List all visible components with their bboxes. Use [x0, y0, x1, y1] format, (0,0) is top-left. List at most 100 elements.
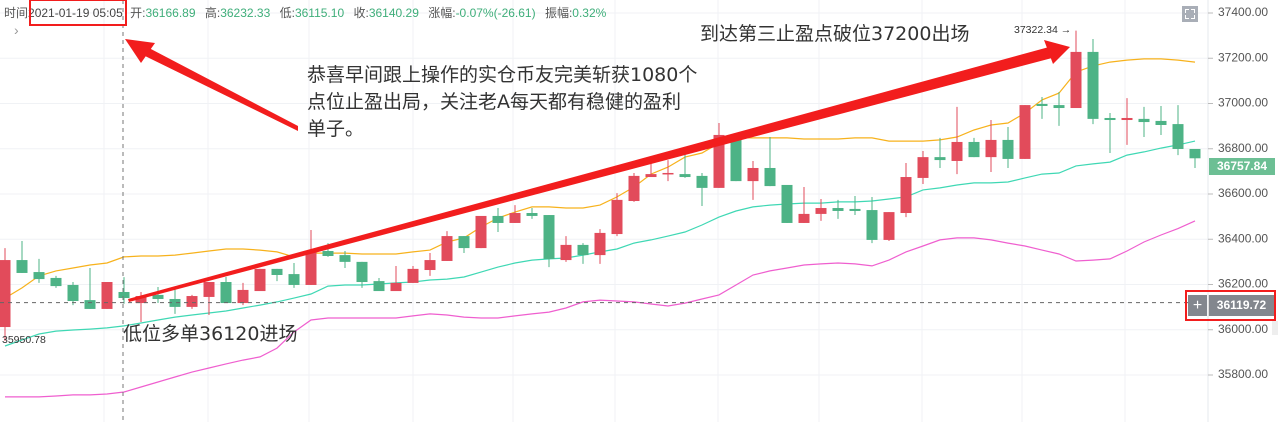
candle: [866, 196, 878, 244]
candle: [305, 229, 317, 285]
candle-body: [407, 268, 419, 283]
candle: [220, 277, 232, 304]
candle: [458, 236, 470, 254]
candle-body: [985, 139, 997, 158]
candle: [254, 268, 266, 292]
candle: [1121, 98, 1133, 145]
candle-body: [696, 175, 708, 188]
candle-body: [152, 294, 164, 299]
candle: [1019, 105, 1031, 159]
candle: [339, 251, 351, 268]
candle: [696, 172, 708, 206]
candle: [1053, 91, 1065, 126]
candle-body: [186, 296, 198, 307]
candle: [951, 106, 963, 175]
candle-body: [798, 213, 810, 223]
annotation-line: 单子。: [307, 118, 365, 140]
ohlc-header: 时间2021-01-19 05:05 开:36166.89 高:36232.33…: [4, 4, 612, 21]
candle-body: [951, 141, 963, 161]
candle-body: [458, 236, 470, 249]
candle-body: [1138, 118, 1150, 123]
candle-body: [16, 260, 28, 273]
candle: [475, 215, 487, 249]
open-value: 36166.89: [145, 6, 196, 20]
candle: [1138, 106, 1150, 137]
candle-body: [645, 174, 657, 178]
candle-body: [713, 134, 725, 188]
candle-body: [1189, 148, 1201, 159]
candle: [917, 151, 929, 185]
candle-body: [271, 268, 283, 275]
candle-body: [747, 167, 759, 182]
candle-body: [849, 208, 861, 211]
candle: [968, 137, 980, 158]
candle: [509, 205, 521, 223]
candle: [288, 263, 300, 288]
candle: [934, 137, 946, 168]
candles: [0, 30, 1201, 341]
candle-body: [543, 215, 555, 259]
candle: [492, 208, 504, 233]
candle-body: [475, 215, 487, 249]
high-label: 高:: [204, 6, 221, 20]
high-marker: 37322.34 →: [1014, 24, 1072, 36]
candle: [152, 286, 164, 304]
y-tick-label: 36200.00: [1218, 277, 1268, 291]
candle-body: [492, 215, 504, 223]
last-price-tag: 36757.84: [1209, 158, 1275, 175]
lower-band-line: [5, 220, 1196, 398]
candle: [237, 282, 249, 306]
candle: [373, 277, 385, 292]
y-tick-label: 37000.00: [1218, 96, 1268, 110]
candle-body: [866, 210, 878, 240]
candle-body: [203, 282, 215, 297]
candle-body: [373, 281, 385, 292]
time-value: 2021-01-19 05:05: [28, 6, 123, 20]
candle-body: [1002, 139, 1014, 159]
candle: [1070, 30, 1082, 109]
candle-body: [84, 300, 96, 309]
crosshair-price-tag: 36119.72: [1208, 295, 1274, 316]
candle-body: [0, 260, 11, 328]
candle: [16, 241, 28, 273]
candle: [67, 282, 79, 306]
candle-body: [560, 244, 572, 261]
candle-body: [628, 175, 640, 202]
candle: [764, 136, 776, 187]
y-tick-label: 37400.00: [1218, 5, 1268, 19]
candle: [815, 198, 827, 221]
low-value: 36115.10: [294, 6, 345, 20]
scrollbar[interactable]: [1272, 321, 1278, 335]
change-label: 涨幅:: [428, 6, 456, 20]
candle-body: [135, 296, 147, 304]
candle-body: [1155, 120, 1167, 125]
candle: [1087, 39, 1099, 125]
plus-icon[interactable]: +: [1188, 295, 1207, 316]
fullscreen-icon[interactable]: [1182, 6, 1198, 22]
candle: [1036, 96, 1048, 119]
candle: [1172, 105, 1184, 156]
exit-note: 到达第三止盈点破位37200出场: [700, 23, 970, 45]
candle: [356, 261, 368, 288]
time-label: 时间: [4, 6, 29, 20]
candle-body: [1053, 105, 1065, 109]
open-label: 开:: [130, 6, 146, 20]
amplitude-value: 0.32%: [572, 6, 607, 20]
candle: [883, 212, 895, 242]
candle: [611, 193, 623, 237]
candle: [84, 267, 96, 309]
candle-body: [220, 282, 232, 304]
candle: [849, 196, 861, 216]
chevron-right-icon[interactable]: ›: [14, 22, 19, 38]
candle-body: [118, 291, 130, 299]
candle: [118, 277, 130, 304]
upper-band-line: [4, 58, 1196, 299]
candle: [441, 231, 453, 261]
candle-body: [509, 213, 521, 223]
candle-body: [594, 232, 606, 256]
candle: [526, 208, 538, 219]
annotation-main: 恭喜早间跟上操作的实仓币友完美斩获1080个 点位止盈出局，关注老A每天都有稳健…: [307, 62, 767, 143]
candle-body: [441, 236, 453, 261]
candle: [1155, 105, 1167, 135]
